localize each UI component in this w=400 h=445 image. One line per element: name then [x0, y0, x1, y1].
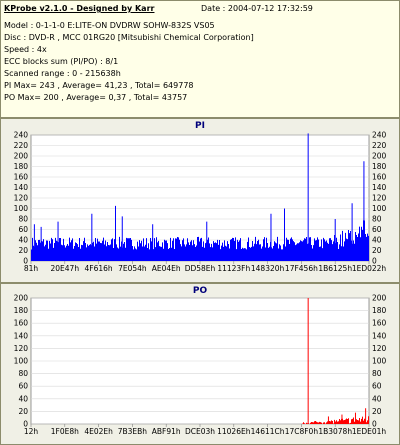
y-tick-label-left: 120 — [14, 344, 29, 353]
x-tick-label: 20E47h — [51, 264, 80, 273]
po-chart: 0 0 20 20 40 40 60 60 80 80 100 100 120 120 140 140 160 1… — [14, 294, 387, 437]
x-tick-label: 14611Ch — [251, 427, 285, 436]
y-tick-label-left: 180 — [14, 162, 29, 171]
info-range: Scanned range : 0 - 215638h — [4, 69, 121, 78]
y-tick-label-left: 60 — [18, 382, 28, 391]
pi-chart-panel: PI 0 0 20 20 40 40 60 60 80 80 100 100 120 120 140 140 1… — [0, 118, 400, 283]
y-tick-label-left: 140 — [14, 183, 29, 192]
y-tick-label-left: 180 — [14, 306, 29, 315]
info-disc: Disc : DVD-R , MCC 01RG20 [Mitsubishi Ch… — [4, 33, 254, 42]
y-tick-label-right: 200 — [372, 294, 387, 303]
y-tick-label-left: 160 — [14, 319, 29, 328]
info-ecc: ECC blocks sum (PI/PO) : 8/1 — [4, 57, 119, 66]
x-tick-label: 1B6125h — [318, 264, 352, 273]
series-pi — [31, 133, 369, 261]
x-tick-label: DD58Eh — [185, 264, 216, 273]
y-tick-label-right: 180 — [372, 162, 387, 171]
po-chart-title: PO — [192, 286, 208, 296]
info-po-stats: PO Max= 200 , Average= 0,37 , Total= 437… — [4, 93, 188, 102]
x-tick-label: 7B3EBh — [118, 427, 148, 436]
info-panel: KProbe v2.1.0 - Designed by Karr Date : … — [0, 0, 400, 118]
x-tick-label: 7E054h — [118, 264, 147, 273]
y-tick-label-left: 80 — [18, 215, 28, 224]
x-tick-label: 148320h — [251, 264, 285, 273]
y-tick-label-left: 0 — [23, 257, 28, 266]
y-tick-label-left: 40 — [18, 394, 28, 403]
x-tick-label: 81h — [24, 264, 39, 273]
x-tick-label: 12h — [24, 427, 39, 436]
x-tick-label: 17C8F0h — [285, 427, 319, 436]
x-tick-label: 4F616h — [85, 264, 113, 273]
app-title: KProbe v2.1.0 - Designed by Karr — [4, 4, 155, 13]
y-tick-label-left: 220 — [14, 141, 29, 150]
y-tick-label-left: 60 — [18, 225, 28, 234]
y-tick-label-left: 40 — [18, 236, 28, 245]
y-tick-label-left: 140 — [14, 331, 29, 340]
y-tick-label-left: 100 — [14, 204, 29, 213]
x-tick-label: DCE03h — [185, 427, 215, 436]
x-tick-label: ABF91h — [152, 427, 181, 436]
y-tick-label-right: 160 — [372, 319, 387, 328]
y-tick-label-left: 200 — [14, 294, 29, 303]
x-tick-label: 1B3078h — [318, 427, 352, 436]
x-tick-label: 1F0E8h — [51, 427, 79, 436]
y-tick-label-left: 120 — [14, 194, 29, 203]
x-tick-label: 1ED022h — [352, 264, 387, 273]
y-tick-label-right: 120 — [372, 194, 387, 203]
x-tick-label: 1EDE01h — [352, 427, 387, 436]
y-tick-label-left: 100 — [14, 357, 29, 366]
y-tick-label-right: 60 — [372, 225, 382, 234]
y-tick-label-right: 100 — [372, 357, 387, 366]
x-tick-label: 11026Eh — [217, 427, 251, 436]
y-tick-label-left: 80 — [18, 369, 28, 378]
pi-chart-title: PI — [195, 121, 205, 131]
y-tick-label-right: 240 — [372, 131, 387, 140]
y-tick-label-right: 20 — [372, 407, 382, 416]
y-tick-label-right: 0 — [372, 257, 377, 266]
y-tick-label-right: 220 — [372, 141, 387, 150]
y-tick-label-right: 100 — [372, 204, 387, 213]
y-tick-label-right: 140 — [372, 183, 387, 192]
y-tick-label-left: 200 — [14, 152, 29, 161]
x-tick-label: 17F456h — [285, 264, 318, 273]
y-tick-label-right: 0 — [372, 420, 377, 429]
po-chart-panel: PO 0 0 20 20 40 40 60 60 80 80 100 100 120 120 140 140 1… — [0, 283, 400, 445]
y-tick-label-right: 80 — [372, 215, 382, 224]
y-tick-label-left: 0 — [23, 420, 28, 429]
y-tick-label-left: 160 — [14, 173, 29, 182]
x-tick-label: 4E02Eh — [84, 427, 113, 436]
y-tick-label-right: 20 — [372, 246, 382, 255]
scan-date: Date : 2004-07-12 17:32:59 — [201, 4, 313, 13]
y-tick-label-left: 20 — [18, 246, 28, 255]
y-tick-label-right: 200 — [372, 152, 387, 161]
info-model: Model : 0-1-1-0 E:LITE-ON DVDRW SOHW-832… — [4, 21, 215, 30]
y-tick-label-left: 240 — [14, 131, 29, 140]
y-tick-label-right: 40 — [372, 236, 382, 245]
info-speed: Speed : 4x — [4, 45, 47, 54]
y-tick-label-right: 160 — [372, 173, 387, 182]
x-tick-label: AE04Eh — [152, 264, 181, 273]
y-tick-label-right: 40 — [372, 394, 382, 403]
y-tick-label-left: 20 — [18, 407, 28, 416]
y-tick-label-right: 60 — [372, 382, 382, 391]
y-tick-label-right: 180 — [372, 306, 387, 315]
y-tick-label-right: 120 — [372, 344, 387, 353]
series-po — [302, 298, 369, 424]
x-tick-label: 11123Fh — [217, 264, 250, 273]
y-tick-label-right: 140 — [372, 331, 387, 340]
info-pi-stats: PI Max= 243 , Average= 41,23 , Total= 64… — [4, 81, 194, 90]
y-tick-label-right: 80 — [372, 369, 382, 378]
